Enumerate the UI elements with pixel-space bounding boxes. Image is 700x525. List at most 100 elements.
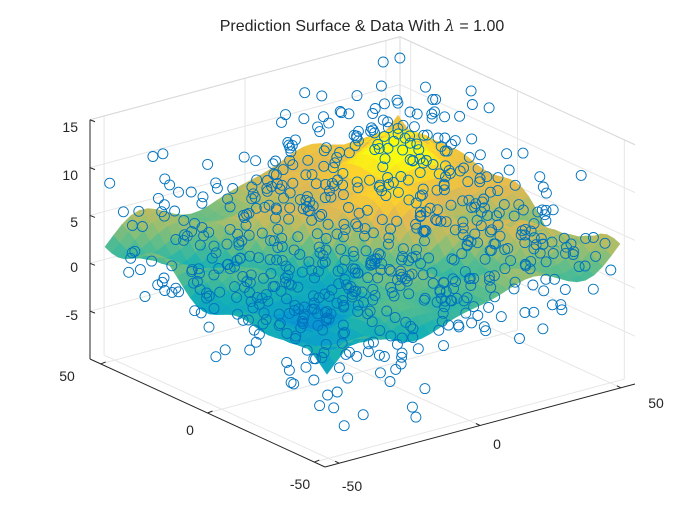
data-point (361, 204, 373, 216)
data-point (540, 256, 552, 268)
data-point (299, 301, 310, 313)
z-tick (89, 310, 96, 314)
data-point (406, 401, 418, 413)
data-point (117, 206, 129, 218)
data-point (340, 348, 352, 360)
data-point (418, 129, 430, 141)
data-point (257, 318, 269, 330)
data-point (264, 254, 276, 265)
data-point (178, 234, 190, 246)
data-point (277, 164, 289, 176)
data-point (271, 254, 283, 266)
data-point (440, 216, 452, 228)
data-point (313, 241, 325, 253)
data-point (343, 147, 355, 159)
data-point (478, 321, 490, 333)
data-point (351, 90, 363, 102)
data-point (349, 267, 361, 279)
data-point (508, 210, 520, 222)
data-point (472, 310, 484, 321)
data-point (379, 98, 390, 110)
data-point (357, 409, 369, 421)
title-suffix: = 1.00 (455, 18, 504, 35)
z-tick (89, 167, 96, 171)
data-point (446, 138, 457, 150)
data-point (426, 108, 438, 120)
data-point (319, 192, 331, 204)
data-point (419, 383, 431, 395)
data-point (483, 271, 495, 283)
data-point (280, 276, 292, 288)
data-point (276, 255, 288, 267)
data-point (286, 139, 298, 151)
data-point (129, 245, 141, 257)
data-point (376, 185, 388, 197)
data-point (492, 172, 504, 184)
data-point (318, 160, 330, 172)
data-point (367, 283, 379, 295)
data-point (374, 249, 386, 261)
data-point (379, 153, 391, 165)
data-point (331, 386, 343, 398)
data-point (395, 358, 407, 370)
data-point (240, 219, 252, 231)
data-point (407, 155, 419, 166)
data-point (555, 299, 567, 311)
data-point (125, 252, 137, 264)
data-point (540, 215, 552, 227)
data-point (338, 420, 350, 432)
data-point (166, 260, 178, 272)
data-point (364, 305, 376, 317)
data-point (605, 264, 617, 276)
data-point (316, 90, 328, 102)
data-point (203, 321, 215, 333)
data-point (374, 367, 386, 379)
data-point (323, 313, 335, 325)
surface-patch (604, 237, 621, 256)
data-point (245, 296, 257, 307)
data-point (590, 250, 602, 262)
data-point (232, 308, 243, 320)
data-point (429, 106, 440, 118)
data-point (222, 193, 233, 205)
data-point (411, 108, 423, 120)
data-point (336, 337, 348, 349)
data-point (449, 135, 461, 147)
data-point (299, 87, 311, 99)
data-point (450, 276, 461, 287)
data-point (347, 246, 359, 258)
data-point (210, 351, 222, 363)
data-point (439, 111, 451, 123)
data-point (331, 297, 343, 309)
data-point (448, 283, 460, 294)
data-point (403, 288, 415, 300)
data-point (587, 283, 599, 295)
data-point (462, 176, 474, 188)
data-point (267, 281, 279, 293)
data-point (353, 207, 365, 219)
data-point (139, 291, 151, 302)
data-point (352, 221, 364, 233)
data-point (486, 224, 498, 236)
data-point (489, 291, 501, 303)
data-point (414, 206, 426, 218)
y-tick (314, 459, 320, 463)
data-point (373, 349, 385, 361)
data-point (323, 185, 335, 197)
data-point (466, 317, 478, 329)
data-point (517, 147, 529, 159)
data-point (495, 311, 507, 323)
data-point (352, 299, 364, 311)
data-point (509, 276, 521, 288)
data-point (292, 231, 304, 243)
data-point (195, 307, 207, 319)
data-point (156, 276, 168, 288)
data-point (437, 276, 449, 288)
data-point (468, 301, 480, 313)
data-point (363, 338, 375, 350)
data-point (579, 260, 591, 272)
data-point (412, 343, 424, 355)
x-tick-label: 0 (493, 436, 501, 452)
data-point (466, 99, 478, 110)
z-tick (89, 119, 96, 123)
